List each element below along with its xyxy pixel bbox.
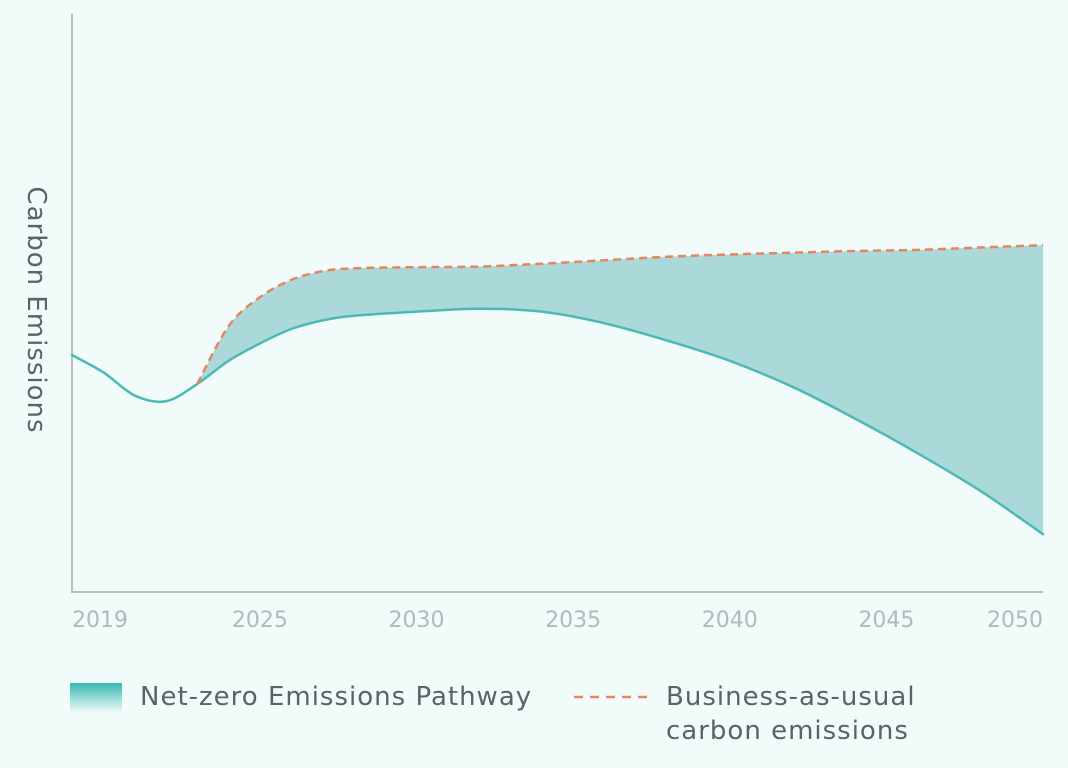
bau-dashed-line [196, 243, 1044, 385]
legend-netzero-label: Net-zero Emissions Pathway [140, 682, 533, 712]
x-tick-labels: 2019 2025 2030 2035 2040 2045 2050 [72, 608, 1043, 633]
x-tick-label: 2019 [72, 608, 128, 633]
lines-layer [70, 243, 1045, 536]
legend-bau-line2: carbon emissions [666, 716, 909, 746]
gap-fill-layer [197, 245, 1044, 535]
gap-fill-area [197, 245, 1044, 535]
netzero-swatch [70, 683, 122, 713]
emissions-chart: 2019 2025 2030 2035 2040 2045 2050 Carbon Emis… [21, 14, 1045, 633]
bau-dash-swatch [574, 680, 650, 714]
x-tick-label: 2030 [389, 608, 445, 633]
y-axis-label: Carbon Emissions [21, 186, 51, 433]
x-tick-label: 2045 [858, 608, 914, 633]
axes [71, 14, 1043, 593]
legend-item-bau: Business-as-usual carbon emissions [574, 680, 916, 748]
x-tick-label: 2035 [545, 608, 601, 633]
x-tick-label: 2040 [702, 608, 758, 633]
legend-bau-label: Business-as-usual carbon emissions [666, 680, 916, 748]
legend-bau-line1: Business-as-usual [666, 682, 916, 712]
netzero-line [70, 307, 1045, 536]
x-tick-label: 2025 [232, 608, 288, 633]
legend-item-netzero: Net-zero Emissions Pathway [70, 680, 532, 714]
x-tick-label: 2050 [987, 608, 1043, 633]
